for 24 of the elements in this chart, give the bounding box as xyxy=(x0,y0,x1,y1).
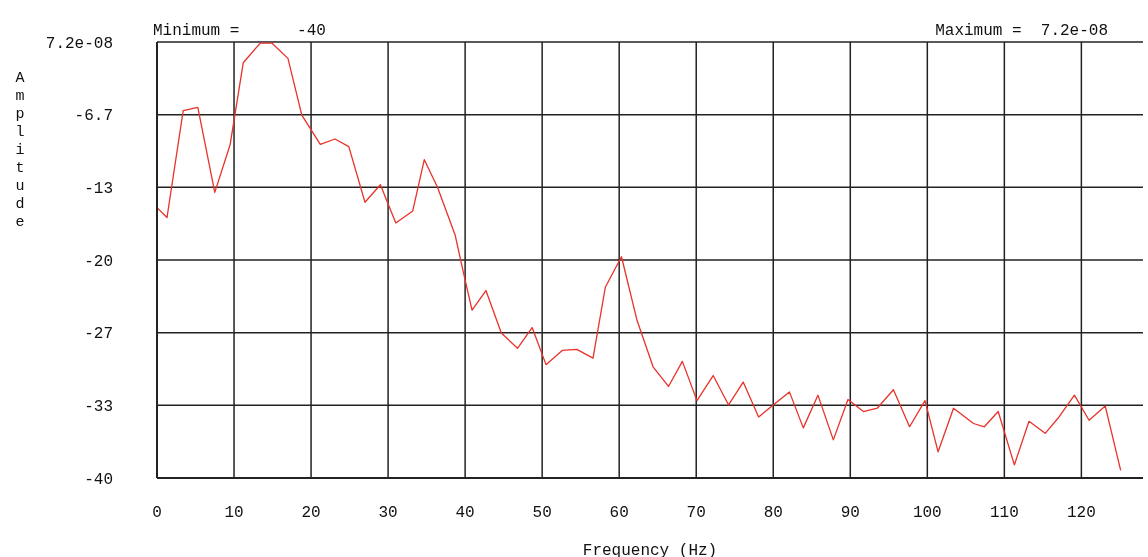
x-tick-label: 20 xyxy=(301,504,321,523)
y-tick-label: -40 xyxy=(84,470,113,489)
x-tick-label: 80 xyxy=(763,504,783,523)
y-tick-label: -20 xyxy=(84,252,113,271)
text: Maximum = 7.2e-08 xyxy=(935,22,1108,40)
y-tick-label: -33 xyxy=(84,398,113,417)
x-tick-label: 50 xyxy=(532,504,552,523)
x-tick-label: 60 xyxy=(609,504,629,523)
x-tick-label: 0 xyxy=(152,504,162,523)
x-tick-label: 10 xyxy=(224,504,244,523)
x-tick-label: 120 xyxy=(1066,504,1096,523)
y-tick-label: -6.7 xyxy=(74,107,113,126)
x-tick-label: 100 xyxy=(912,504,942,523)
x-tick-label: 30 xyxy=(378,504,398,523)
y-tick-label: 7.2e-08 xyxy=(45,34,113,53)
x-tick-label: 110 xyxy=(989,504,1019,523)
text: Minimum = -40 xyxy=(153,22,326,40)
x-tick-label: 90 xyxy=(840,504,860,523)
x-tick-label: 40 xyxy=(455,504,475,523)
y-tick-label: -27 xyxy=(84,325,113,344)
y-tick-label: -13 xyxy=(84,180,113,199)
x-tick-label: 70 xyxy=(686,504,706,523)
line-series xyxy=(157,42,1122,472)
text: Amplitude xyxy=(15,70,25,231)
